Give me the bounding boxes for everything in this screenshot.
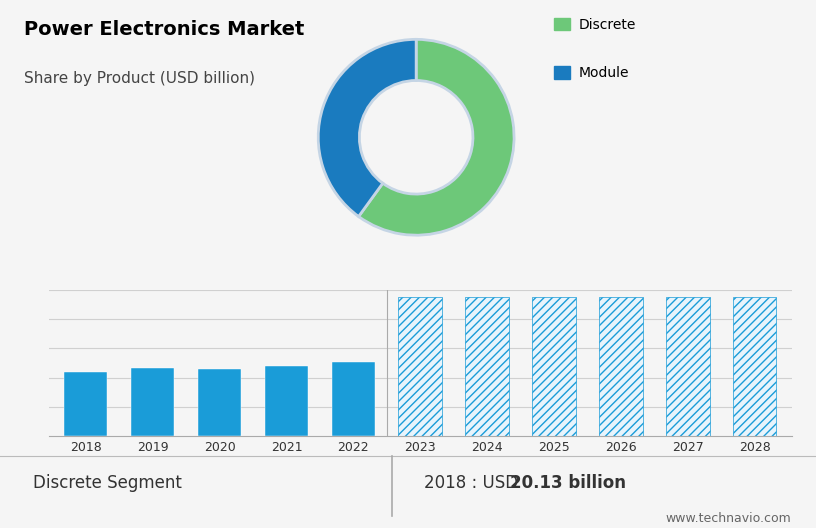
Bar xyxy=(733,297,777,436)
Bar xyxy=(398,297,442,436)
Text: 20.13 billion: 20.13 billion xyxy=(510,474,626,492)
Bar xyxy=(197,369,242,436)
Bar xyxy=(666,297,710,436)
Text: Share by Product (USD billion): Share by Product (USD billion) xyxy=(24,71,255,86)
Bar xyxy=(131,368,175,436)
Legend: Discrete, Module: Discrete, Module xyxy=(554,17,636,80)
Text: Power Electronics Market: Power Electronics Market xyxy=(24,20,305,39)
Bar xyxy=(331,362,375,436)
Wedge shape xyxy=(358,40,514,235)
Text: www.technavio.com: www.technavio.com xyxy=(666,512,792,525)
Bar xyxy=(465,297,509,436)
Text: 2018 : USD: 2018 : USD xyxy=(424,474,524,492)
Text: Discrete Segment: Discrete Segment xyxy=(33,474,181,492)
Wedge shape xyxy=(318,40,416,216)
Bar xyxy=(264,365,308,436)
Bar xyxy=(532,297,576,436)
Bar xyxy=(64,372,108,436)
Bar xyxy=(599,297,643,436)
